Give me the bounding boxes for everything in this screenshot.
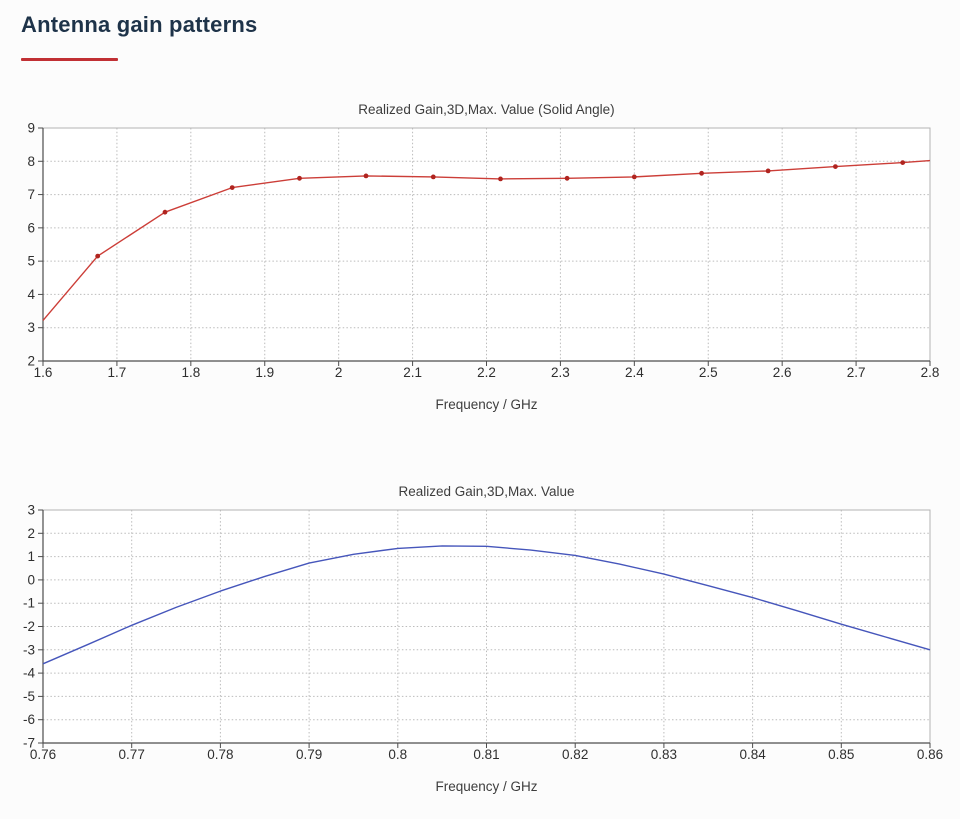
y-axis-tick-label: -7 (23, 736, 35, 751)
x-axis-tick-label: 0.8 (388, 747, 407, 762)
data-point-marker (699, 170, 704, 176)
y-axis-tick-label: -3 (23, 642, 35, 657)
gain-curve (42, 545, 931, 665)
plot-area (43, 128, 930, 361)
plot-border (43, 127, 931, 361)
y-axis-tick-label: 1 (27, 549, 35, 564)
x-axis-tick-label: 1.8 (181, 365, 200, 380)
data-point-marker (162, 209, 168, 215)
y-axis-tick-label: -2 (23, 619, 35, 634)
x-axis-label: Frequency / GHz (435, 779, 537, 794)
data-point-marker (833, 164, 838, 169)
data-point-marker (900, 160, 906, 165)
realized-gain-solid-angle-chart: 1.6 1.7 1.8 1.9 2 2.1 2.2 2.3 2.4 2.5 2.6 2.7 2.8 2 3 4… (27, 102, 940, 412)
page-title: Antenna gain patterns (21, 12, 258, 37)
x-axis-tick-label: 2.5 (699, 365, 718, 380)
plot-area (43, 510, 930, 743)
y-axis-tick-label: 5 (27, 254, 35, 269)
data-point-marker (363, 173, 369, 179)
x-axis-tick-label: 2.1 (403, 365, 422, 380)
x-axis-tick-label: 0.84 (739, 747, 766, 762)
x-axis-tick-label: 0.79 (296, 747, 322, 762)
y-axis-tick-label: 9 (27, 121, 35, 136)
y-axis-tick-label: -4 (23, 666, 35, 681)
x-axis-tick-label: 0.76 (30, 747, 56, 762)
y-axis-tick-label: 4 (27, 287, 35, 302)
chart-title: Realized Gain,3D,Max. Value (Solid Angle… (358, 102, 614, 117)
y-axis-tick-label: 6 (27, 220, 35, 235)
x-axis-tick-label: 0.82 (562, 747, 588, 762)
heading-underline (21, 58, 118, 61)
data-point-marker (297, 175, 302, 181)
y-axis-tick-label: 3 (27, 320, 35, 335)
x-axis-tick-label: 0.86 (917, 747, 943, 762)
x-axis-tick-label: 2.3 (551, 365, 570, 380)
x-axis-tick-label: 2.4 (625, 365, 644, 380)
y-axis-tick-label: 7 (27, 187, 35, 202)
x-axis-tick-label: 2.6 (773, 365, 792, 380)
data-point-marker (229, 185, 235, 190)
x-axis-tick-label: 2.8 (921, 365, 940, 380)
x-axis-tick-label: 0.81 (473, 747, 499, 762)
x-axis-label: Frequency / GHz (435, 397, 537, 412)
x-axis-tick-label: 0.85 (828, 747, 854, 762)
y-axis-tick-label: -6 (23, 712, 35, 727)
y-axis-tick-label: 8 (27, 154, 35, 169)
x-axis-tick-label: 2.7 (847, 365, 866, 380)
y-axis-tick-label: -5 (23, 689, 35, 704)
y-axis-tick-label: -1 (23, 596, 35, 611)
y-axis-tick-label: 2 (27, 354, 35, 369)
realized-gain-chart: 0.76 0.77 0.78 0.79 0.8 0.81 0.82 0.83 0.84 0.85 0… (23, 484, 943, 794)
data-point-marker (95, 253, 101, 259)
x-axis-tick-label: 0.77 (119, 747, 145, 762)
chart-title: Realized Gain,3D,Max. Value (398, 484, 574, 499)
plot-border (43, 509, 931, 743)
x-axis-tick-label: 2.2 (477, 365, 496, 380)
x-axis-tick-label: 1.6 (34, 365, 53, 380)
data-point-marker (765, 168, 771, 174)
x-axis-tick-label: 0.78 (207, 747, 233, 762)
y-axis-tick-label: 0 (27, 572, 35, 587)
data-point-marker (498, 176, 503, 182)
data-point-marker (430, 174, 436, 180)
data-point-marker (564, 175, 570, 181)
x-axis-tick-label: 1.9 (255, 365, 274, 380)
x-axis-tick-label: 0.83 (651, 747, 677, 762)
data-point-marker (631, 174, 637, 180)
x-axis-tick-label: 2 (335, 365, 343, 380)
x-axis-tick-label: 1.7 (108, 365, 127, 380)
y-axis-tick-label: 2 (27, 526, 35, 541)
y-axis-tick-label: 3 (27, 503, 35, 518)
